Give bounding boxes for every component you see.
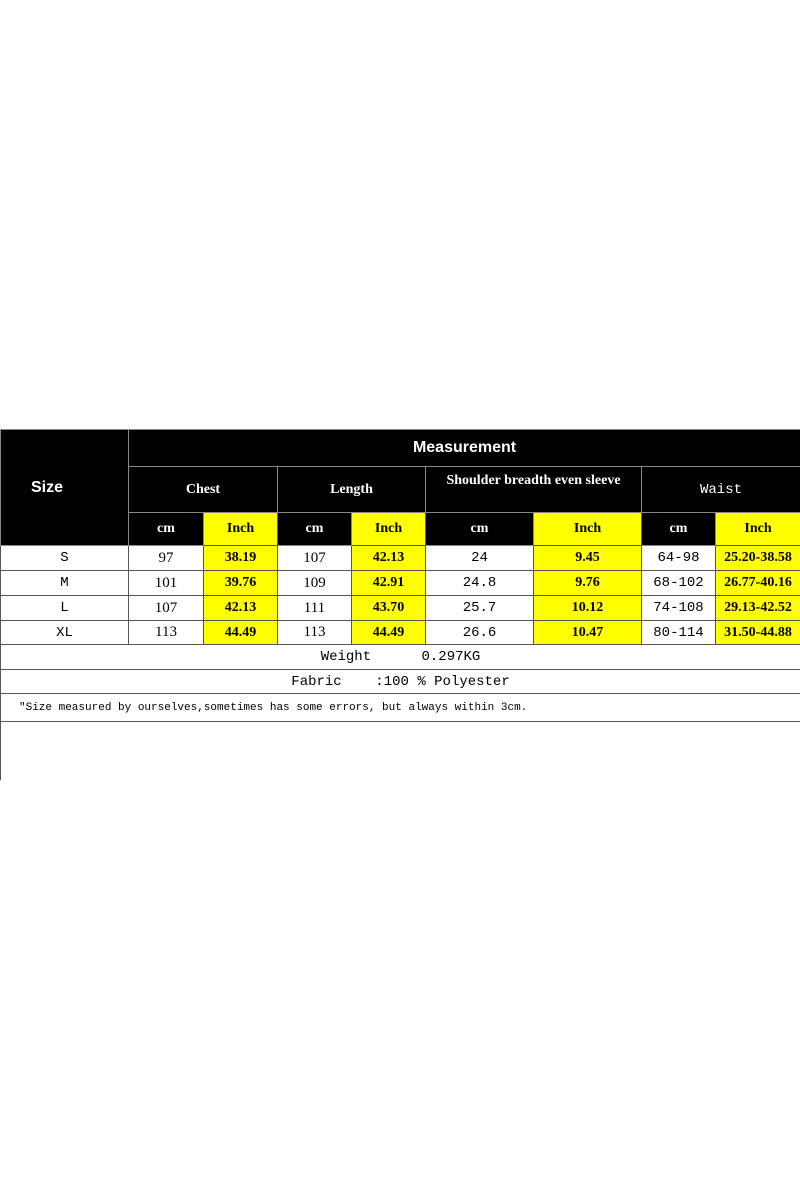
fabric-info: Fabric :100 % Polyester [0,669,800,694]
unit-cm-header: cm [641,512,716,546]
cm-value-cell: 64-98 [641,545,716,571]
unit-cm-header: cm [277,512,352,546]
size-chart-table: Size Measurement Chest Length Shoulder b… [0,429,800,780]
inch-value-cell: 42.13 [203,595,278,621]
inch-value-cell: 43.70 [351,595,426,621]
cm-value-cell: 68-102 [641,570,716,596]
unit-inch-header: Inch [714,512,800,546]
cm-value-cell: 74-108 [641,595,716,621]
unit-inch-header: Inch [203,512,278,546]
inch-value-cell: 42.13 [351,545,426,571]
cm-value-cell: 111 [277,595,352,621]
cm-value-cell: 97 [128,545,204,571]
cm-value-cell: 101 [128,570,204,596]
measurement-note: "Size measured by ourselves,sometimes ha… [0,693,800,722]
cm-value-cell: 25.7 [425,595,534,621]
inch-value-cell: 25.20-38.58 [714,545,800,571]
size-cell: L [0,595,129,621]
size-header: Size [0,429,129,546]
cm-value-cell: 24.8 [425,570,534,596]
unit-inch-header: Inch [351,512,426,546]
cm-value-cell: 107 [277,545,352,571]
group-length: Length [277,466,426,513]
cm-value-cell: 24 [425,545,534,571]
cm-value-cell: 26.6 [425,620,534,645]
inch-value-cell: 10.47 [533,620,642,645]
group-waist: Waist [640,466,800,513]
cm-value-cell: 113 [128,620,204,645]
inch-value-cell: 44.49 [351,620,426,645]
blank-row [0,721,800,780]
inch-value-cell: 42.91 [351,570,426,596]
inch-value-cell: 38.19 [203,545,278,571]
inch-value-cell: 9.45 [533,545,642,571]
inch-value-cell: 10.12 [533,595,642,621]
inch-value-cell: 26.77-40.16 [714,570,800,596]
weight-info: Weight 0.297KG [0,644,800,670]
unit-inch-header: Inch [533,512,642,546]
cm-value-cell: 109 [277,570,352,596]
inch-value-cell: 44.49 [203,620,278,645]
table-row: L 107 42.13 111 43.70 25.7 10.12 74-108 29.13-42… [0,595,800,621]
unit-cm-header: cm [128,512,204,546]
inch-value-cell: 31.50-44.88 [714,620,800,645]
measurement-header: Measurement [127,429,800,467]
inch-value-cell: 29.13-42.52 [714,595,800,621]
cm-value-cell: 107 [128,595,204,621]
size-cell: S [0,545,129,571]
unit-cm-header: cm [425,512,534,546]
table-row: S 97 38.19 107 42.13 24 9.45 64-98 25.20-38.58 [0,545,800,571]
size-cell: M [0,570,129,596]
inch-value-cell: 9.76 [533,570,642,596]
cm-value-cell: 80-114 [641,620,716,645]
group-shoulder: Shoulder breadth even sleeve [425,466,642,513]
table-row: XL 113 44.49 113 44.49 26.6 10.47 80-114 31.50-4… [0,620,800,645]
group-chest: Chest [128,466,278,513]
inch-value-cell: 39.76 [203,570,278,596]
size-cell: XL [0,620,129,645]
cm-value-cell: 113 [277,620,352,645]
table-row: M 101 39.76 109 42.91 24.8 9.76 68-102 26.77-40.… [0,570,800,596]
